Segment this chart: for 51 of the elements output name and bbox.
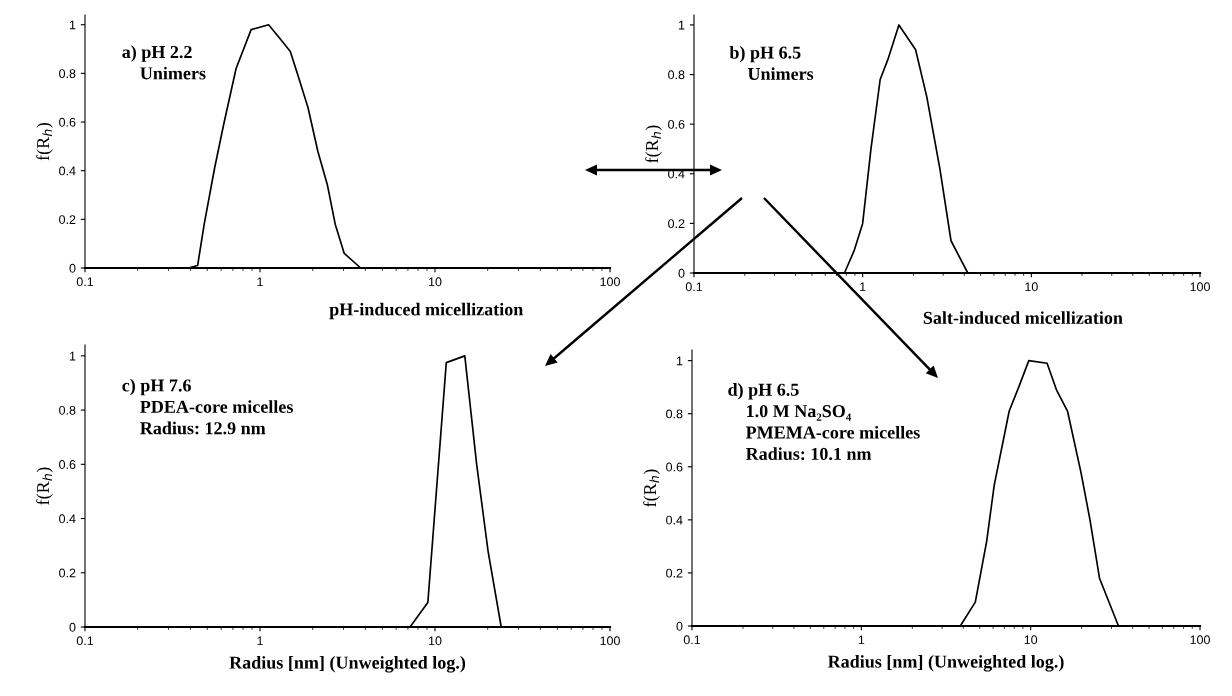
y-axis-title: f(R$_{h}$) [645, 125, 662, 163]
y-tick-label: 0 [678, 268, 685, 278]
x-tick-label: 100 [1190, 635, 1210, 645]
x-tick-label: 100 [1190, 282, 1210, 292]
y-tick-label: 0.4 [666, 515, 683, 525]
text: pH-induced micellization [329, 302, 524, 320]
x-axis-title: Radius [nm] (Unweighted log.) [827, 655, 1064, 672]
annotation: c) pH 7.6 PDEA-core micelles Radius: 12.9 nm [122, 378, 293, 435]
y-tick-label: 0 [69, 622, 76, 632]
y-tick-label: 1 [676, 356, 683, 366]
x-tick-label: 100 [600, 277, 620, 287]
x-tick-label: 0.1 [76, 636, 94, 646]
x-axis-title: Radius [nm] (Unweighted log.) [229, 656, 466, 673]
x-tick-label: 10 [429, 277, 442, 287]
annotation: b) pH 6.5 Unimers [729, 45, 814, 81]
y-tick-label: 1 [69, 20, 76, 30]
x-tick-label: 0.1 [685, 282, 703, 292]
annotation: d) pH 6.5 1.0 M Na₂SO₄ PMEMA-core micelles Radius: 10.1 nm [728, 383, 920, 461]
x-tick-label: 1 [858, 635, 865, 645]
x-tick-label: 1 [257, 277, 263, 287]
y-tick-label: 0.2 [668, 219, 685, 229]
x-tick-label: 10 [1025, 282, 1038, 292]
y-tick-label: 0.4 [59, 166, 76, 176]
annotation: a) pH 2.2 Unimers [122, 45, 206, 80]
x-tick-label: 100 [600, 636, 620, 646]
y-tick-label: 0.2 [666, 568, 683, 578]
y-tick-label: 0.4 [59, 514, 76, 524]
y-tick-label: 0 [69, 263, 76, 273]
y-tick-label: 0.6 [666, 462, 683, 472]
x-tick-label: 0.1 [76, 277, 94, 287]
x-tick-label: 10 [429, 636, 442, 646]
y-tick-label: 0.8 [59, 69, 76, 79]
y-tick-label: 0.8 [59, 405, 76, 415]
x-tick-label: 1 [257, 636, 263, 646]
y-tick-label: 0.2 [59, 568, 76, 578]
y-axis-title: f(R$_{h}$) [36, 122, 53, 161]
y-tick-label: 0.2 [59, 215, 76, 224]
y-tick-label: 1 [678, 20, 685, 30]
y-tick-label: 1 [69, 351, 76, 361]
y-tick-label: 0.6 [59, 460, 76, 469]
y-axis-title: f(R$_{h}$) [36, 467, 53, 505]
y-tick-label: 0.6 [668, 119, 685, 129]
y-tick-label: 0 [676, 621, 683, 631]
y-tick-label: 0.8 [666, 409, 683, 419]
y-tick-label: 0.6 [59, 117, 76, 127]
y-axis-title: f(R$_{h}$) [643, 469, 660, 507]
x-tick-label: 1 [860, 282, 866, 292]
x-tick-label: 0.1 [683, 635, 701, 645]
y-tick-label: 0.8 [668, 70, 685, 80]
text: Salt-induced micellization [923, 311, 1123, 324]
x-tick-label: 10 [1024, 635, 1038, 645]
